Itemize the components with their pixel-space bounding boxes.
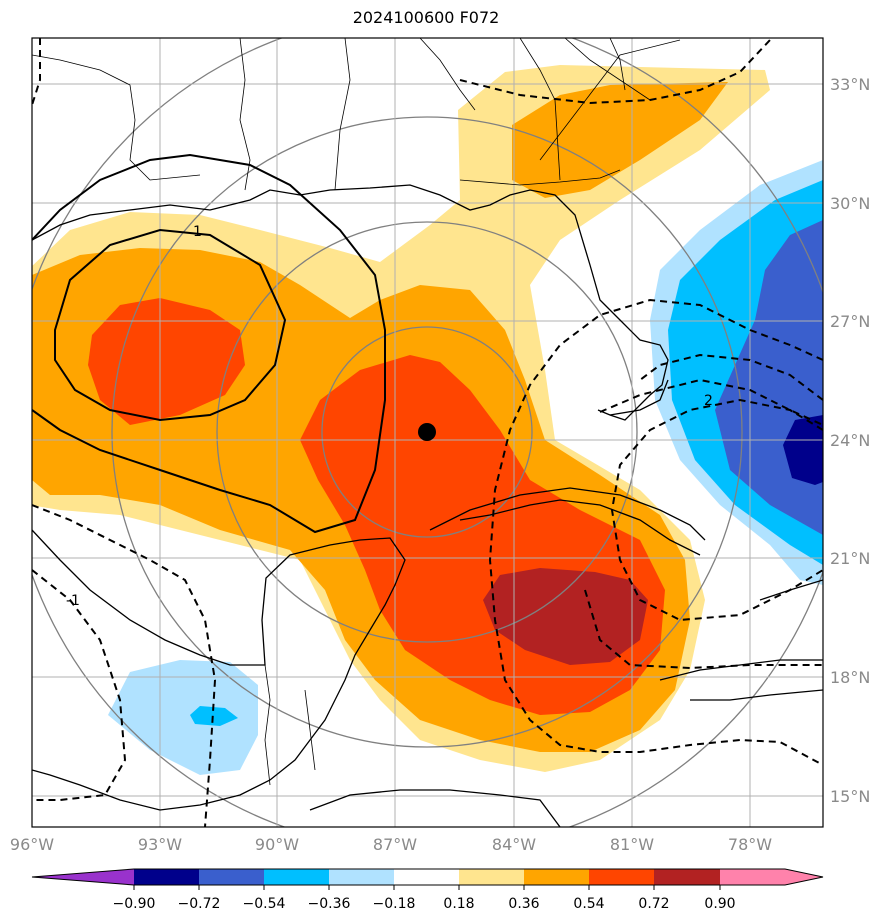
colorbar-tick-label: 0.72 [638,896,669,912]
colorbar-tick-label: −0.54 [243,896,286,912]
lon-label-84W: 84°W [492,835,536,854]
lat-label-27N: 27°N [830,312,870,331]
contour-solid [32,153,386,534]
colorbar-segment [134,869,199,885]
contour-label: 1 [193,224,202,240]
lon-label-96W: 96°W [10,835,54,854]
lon-label-90W: 90°W [255,835,299,854]
lat-label-24N: 24°N [830,431,870,450]
colorbar-segment [654,869,720,885]
anomaly-fill-sw-neg-0.18 [108,660,258,775]
lon-label-93W: 93°W [138,835,182,854]
colorbar-segment [524,869,589,885]
colorbar-tick-label: −0.90 [113,896,156,912]
colorbar-segment [394,869,459,885]
lon-label-78W: 78°W [728,835,772,854]
range-rings [32,38,823,827]
colorbar-extend-high [720,869,823,885]
colorbar-tick-label: −0.36 [308,896,351,912]
lat-label-33N: 33°N [830,75,870,94]
lon-label-87W: 87°W [373,835,417,854]
anomaly-fill-0.54 [88,298,245,425]
contour-dashed [32,38,823,827]
colorbar-segment [589,869,654,885]
anomaly-fill-0.36-north [512,82,728,198]
colorbar-ticks [133,885,721,890]
colorbar-segment [264,869,329,885]
anomaly-fill-0.72 [483,568,648,665]
colorbar-tick-label: 0.90 [704,896,735,912]
contour-label: -1 [66,593,80,609]
lat-label-18N: 18°N [830,668,870,687]
colorbar-extend-low [32,869,134,885]
colorbar: −0.90 −0.72 −0.54 −0.36 −0.18 0.18 0.36 … [31,868,824,912]
colorbar-segment [199,869,264,885]
coastlines [32,184,823,827]
storm-center-marker [418,423,436,441]
colorbar-segment [329,869,394,885]
colorbar-tick-label: −0.18 [373,896,416,912]
political-borders [32,38,681,786]
colorbar-segment [459,869,524,885]
lat-label-30N: 30°N [830,194,870,213]
anomaly-fill-neg-0.72 [783,415,823,485]
anomaly-fill-sw-neg-0.36 [190,706,238,726]
lon-label-81W: 81°W [610,835,654,854]
colorbar-tick-label: 0.54 [573,896,604,912]
lon-labels: 96°W 93°W 90°W 87°W 84°W 81°W 78°W [10,835,772,854]
colorbar-tick-label: 0.18 [443,896,474,912]
lat-label-15N: 15°N [830,787,870,806]
contour-labels: -1 2 1 [66,224,713,609]
colorbar-tick-label: 0.36 [508,896,539,912]
map-title: 2024100600 F072 [352,8,500,27]
map-area: -1 2 1 [32,38,823,827]
lat-labels: 33°N 30°N 27°N 24°N 21°N 18°N 15°N [830,75,870,806]
lat-label-21N: 21°N [830,549,870,568]
map-frame [31,37,824,828]
colorbar-tick-label: −0.72 [178,896,221,912]
contour-label: 2 [704,393,713,409]
